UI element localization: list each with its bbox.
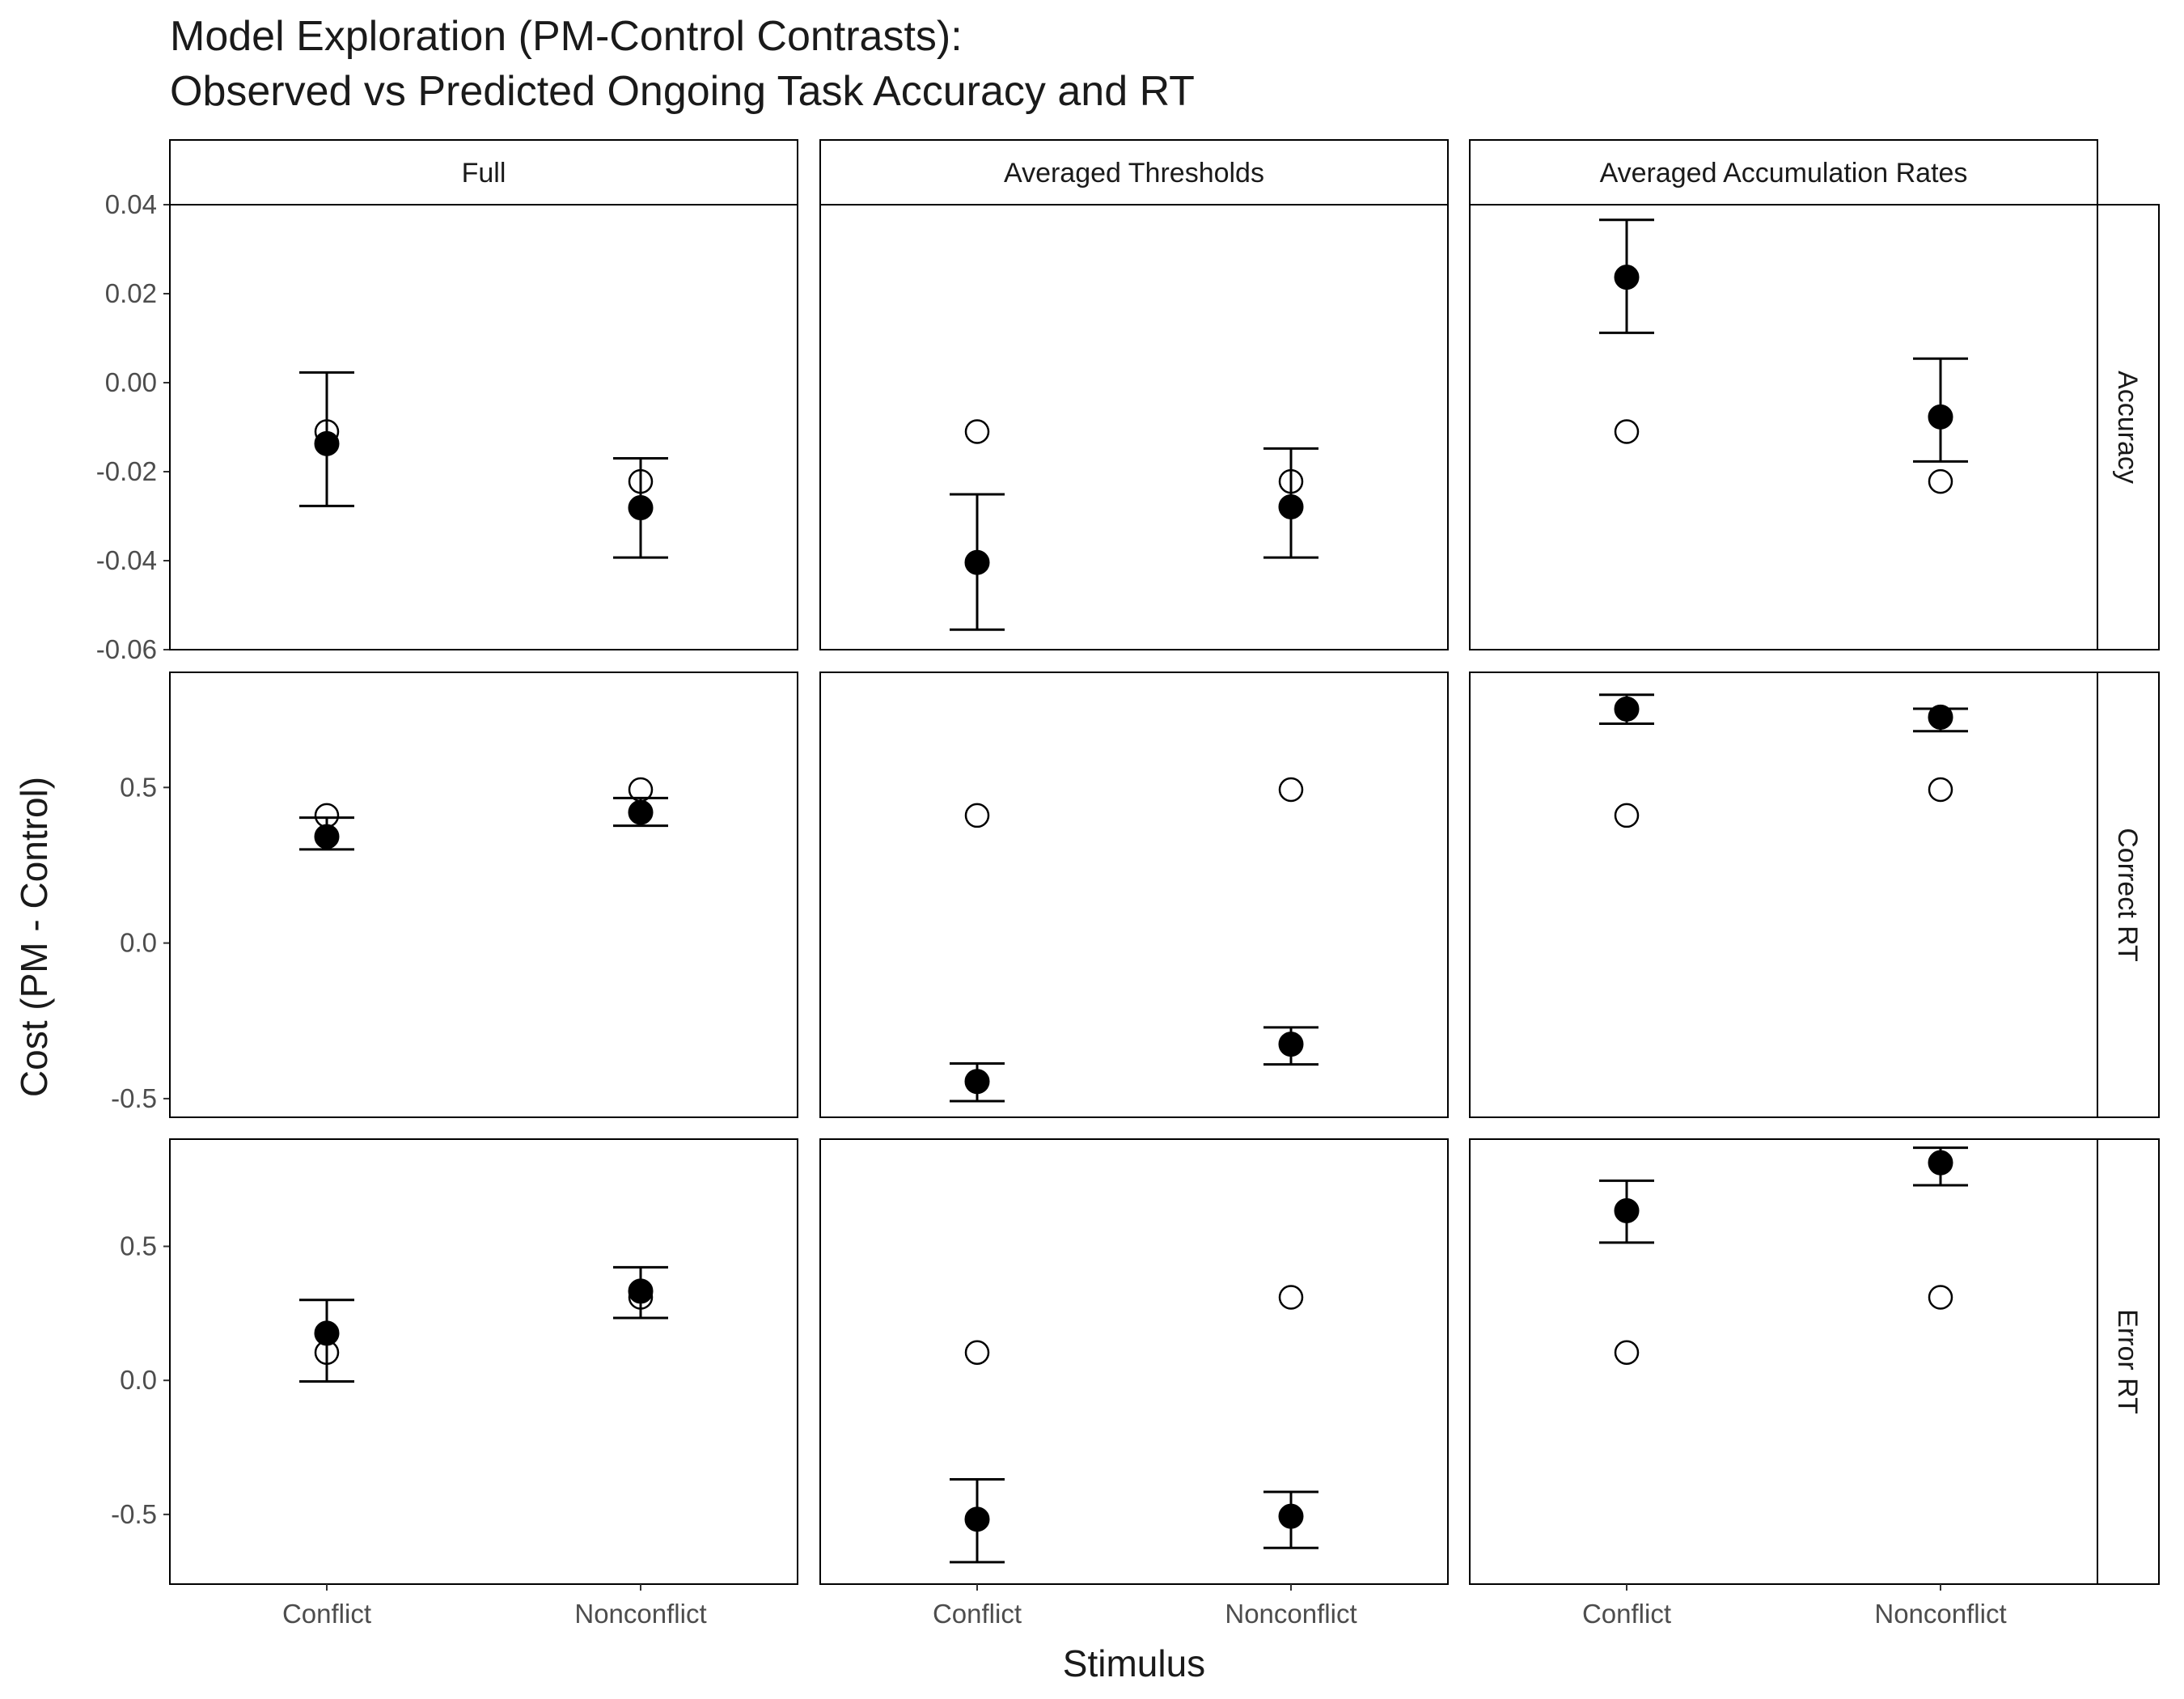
observed-point	[1278, 777, 1304, 803]
x-tick-label-nonconflict: Nonconflict	[1874, 1599, 2006, 1629]
predicted-point	[628, 495, 654, 521]
observed-point	[1928, 777, 1953, 803]
observed-point	[1278, 1285, 1304, 1310]
x-tick-label-conflict: Conflict	[282, 1599, 371, 1629]
y-tick-label: 0.0	[120, 1365, 157, 1395]
y-tick-label: 0.02	[105, 278, 157, 308]
column-strip-label: Averaged Accumulation Rates	[1600, 158, 1968, 189]
predicted-point	[1278, 1503, 1304, 1529]
observed-point	[1278, 468, 1304, 494]
x-axis-title: Stimulus	[1063, 1642, 1205, 1684]
predicted-point	[1614, 1197, 1640, 1223]
y-tick-label: 0.00	[105, 367, 157, 397]
predicted-point	[964, 1069, 990, 1095]
predicted-point	[628, 799, 654, 825]
y-tick-label: -0.02	[96, 456, 157, 486]
observed-point	[964, 1340, 990, 1365]
predicted-point	[1928, 404, 1953, 430]
predicted-point	[1614, 696, 1640, 722]
predicted-point	[628, 1278, 654, 1304]
panel-error-rt-averaged-thresholds	[819, 1138, 1449, 1585]
observed-point	[628, 468, 654, 494]
predicted-point	[1614, 265, 1640, 290]
chart-title-line-2: Observed vs Predicted Ongoing Task Accur…	[170, 68, 1195, 115]
x-tick-label-conflict: Conflict	[1582, 1599, 1671, 1629]
predicted-point	[1278, 1032, 1304, 1057]
row-strip-accuracy	[2097, 204, 2160, 650]
x-tick-label-nonconflict: Nonconflict	[1225, 1599, 1357, 1629]
observed-point	[964, 803, 990, 828]
y-tick-label: 0.04	[105, 189, 157, 219]
predicted-point	[964, 1506, 990, 1532]
predicted-point	[1928, 1150, 1953, 1176]
y-tick-label: -0.04	[96, 545, 157, 575]
chart-panels: Full Averaged Thresholds Averaged Accumula…	[96, 139, 2160, 1629]
row-strip-label: Error RT	[2112, 1309, 2143, 1414]
panel-accuracy-full	[169, 204, 798, 650]
panel-correct-rt-averaged-accumulation-rates	[1469, 672, 2098, 1118]
row-strip-label: Accuracy	[2112, 371, 2143, 484]
column-strip-averaged-accumulation-rates	[1469, 139, 2098, 205]
observed-point	[1614, 419, 1640, 444]
y-tick-label: -0.5	[111, 1499, 157, 1529]
observed-point	[1928, 1285, 1953, 1310]
x-tick-label-nonconflict: Nonconflict	[574, 1599, 706, 1629]
panel-correct-rt-full	[169, 672, 798, 1118]
observed-point	[1614, 1340, 1640, 1365]
column-strip-full	[169, 139, 798, 205]
observed-point	[1614, 803, 1640, 828]
row-strip-label: Correct RT	[2112, 828, 2143, 962]
predicted-point	[314, 824, 340, 850]
y-tick-label: -0.06	[96, 634, 157, 664]
row-strip-error-rt	[2097, 1138, 2160, 1585]
predicted-point	[314, 430, 340, 456]
y-tick-label: 0.0	[120, 928, 157, 958]
column-strip-averaged-thresholds	[819, 139, 1449, 205]
panel-accuracy-averaged-thresholds	[819, 204, 1449, 650]
predicted-point	[964, 549, 990, 575]
panel-accuracy-averaged-accumulation-rates	[1469, 204, 2098, 650]
panel-error-rt-averaged-accumulation-rates	[1469, 1138, 2098, 1585]
row-strip-correct-rt	[2097, 672, 2160, 1118]
y-tick-label: -0.5	[111, 1083, 157, 1113]
predicted-point	[314, 1320, 340, 1346]
observed-point	[1928, 468, 1953, 494]
y-axis-title: Cost (PM - Control)	[13, 777, 55, 1097]
chart-title-line-1: Model Exploration (PM-Control Contrasts)…	[170, 13, 963, 60]
x-tick-label-conflict: Conflict	[933, 1599, 1022, 1629]
column-strip-label: Full	[462, 158, 506, 189]
column-strip-label: Averaged Thresholds	[1004, 158, 1264, 189]
y-tick-label: 0.5	[120, 1231, 157, 1261]
predicted-point	[1278, 494, 1304, 519]
predicted-point	[1928, 704, 1953, 730]
y-tick-label: 0.5	[120, 772, 157, 802]
panel-correct-rt-averaged-thresholds	[819, 672, 1449, 1118]
observed-point	[964, 419, 990, 444]
panel-error-rt-full	[169, 1138, 798, 1585]
